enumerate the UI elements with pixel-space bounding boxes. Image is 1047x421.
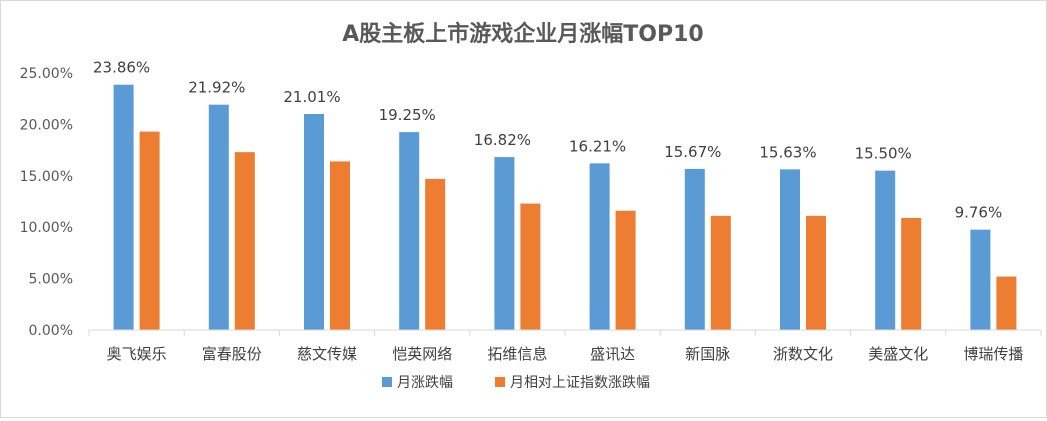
x-tick-label: 拓维信息 [487, 345, 547, 363]
bar-relative-change [330, 161, 350, 330]
y-axis: 0.00% 5.00% 10.00% 15.00% 20.00% 25.00% [20, 66, 73, 339]
y-tick-label: 15.00% [20, 169, 73, 185]
data-label: 15.63% [759, 143, 816, 161]
data-label: 21.92% [188, 79, 245, 97]
bar-relative-change [234, 152, 255, 330]
y-tick-label: 20.00% [20, 117, 73, 133]
bar-monthly-change [304, 114, 324, 330]
bar-relative-change [615, 210, 636, 330]
chart-title: A股主板上市游戏企业月涨幅TOP10 [342, 21, 703, 47]
x-tick-label: 慈文传媒 [297, 345, 357, 363]
legend-swatch [382, 377, 392, 387]
legend-swatch [495, 377, 505, 387]
data-label: 16.82% [474, 131, 531, 149]
bar-monthly-change [875, 170, 896, 330]
bar-relative-change [520, 203, 541, 330]
bar-monthly-change [208, 104, 229, 330]
data-label: 16.21% [569, 137, 626, 155]
bar-monthly-change [970, 229, 991, 330]
data-label: 23.86% [93, 59, 150, 77]
y-tick-label: 5.00% [29, 272, 73, 288]
x-tick-label: 浙数文化 [773, 345, 833, 363]
data-label: 21.01% [283, 88, 340, 106]
data-labels: 23.86% 21.92% 21.01% 19.25% 16.82% 16.21% 15.6… [93, 59, 1002, 222]
bar-monthly-change [399, 132, 420, 330]
bar-relative-change [710, 215, 731, 330]
x-axis: 奥飞娱乐 富春股份 慈文传媒 恺英网络 拓维信息 盛讯达 新国脉 浙数文化 美盛文化 博瑞传播 [88, 329, 1042, 363]
bar-relative-change [996, 276, 1017, 330]
x-tick-label: 恺英网络 [392, 345, 452, 363]
bars [113, 84, 1017, 330]
bar-relative-change [425, 178, 446, 330]
y-tick-label: 10.00% [20, 220, 73, 236]
bar-relative-change [139, 131, 160, 330]
y-tick-label: 25.00% [20, 66, 73, 82]
bar-monthly-change [113, 84, 134, 330]
legend-label: 月涨跌幅 [397, 375, 453, 391]
x-tick-label: 富春股份 [202, 345, 262, 363]
bar-relative-change [806, 215, 826, 330]
x-tick-label: 奥飞娱乐 [107, 345, 167, 363]
legend-label: 月相对上证指数涨跌幅 [510, 375, 650, 391]
bar-monthly-change [589, 163, 610, 330]
data-label: 19.25% [379, 106, 436, 124]
y-tick-label: 0.00% [29, 323, 73, 339]
data-label: 9.76% [955, 204, 1003, 222]
bar-monthly-change [494, 157, 515, 330]
x-tick-label: 美盛文化 [868, 345, 928, 363]
data-label: 15.67% [664, 143, 721, 161]
bar-monthly-change [780, 169, 800, 330]
x-tick-label: 新国脉 [685, 345, 730, 363]
data-label: 15.50% [855, 145, 912, 163]
x-tick-label: 盛讯达 [590, 345, 635, 363]
bar-monthly-change [684, 168, 705, 330]
legend: 月涨跌幅 月相对上证指数涨跌幅 [382, 375, 650, 391]
bar-relative-change [901, 217, 922, 330]
x-tick-label: 博瑞传播 [963, 345, 1023, 363]
